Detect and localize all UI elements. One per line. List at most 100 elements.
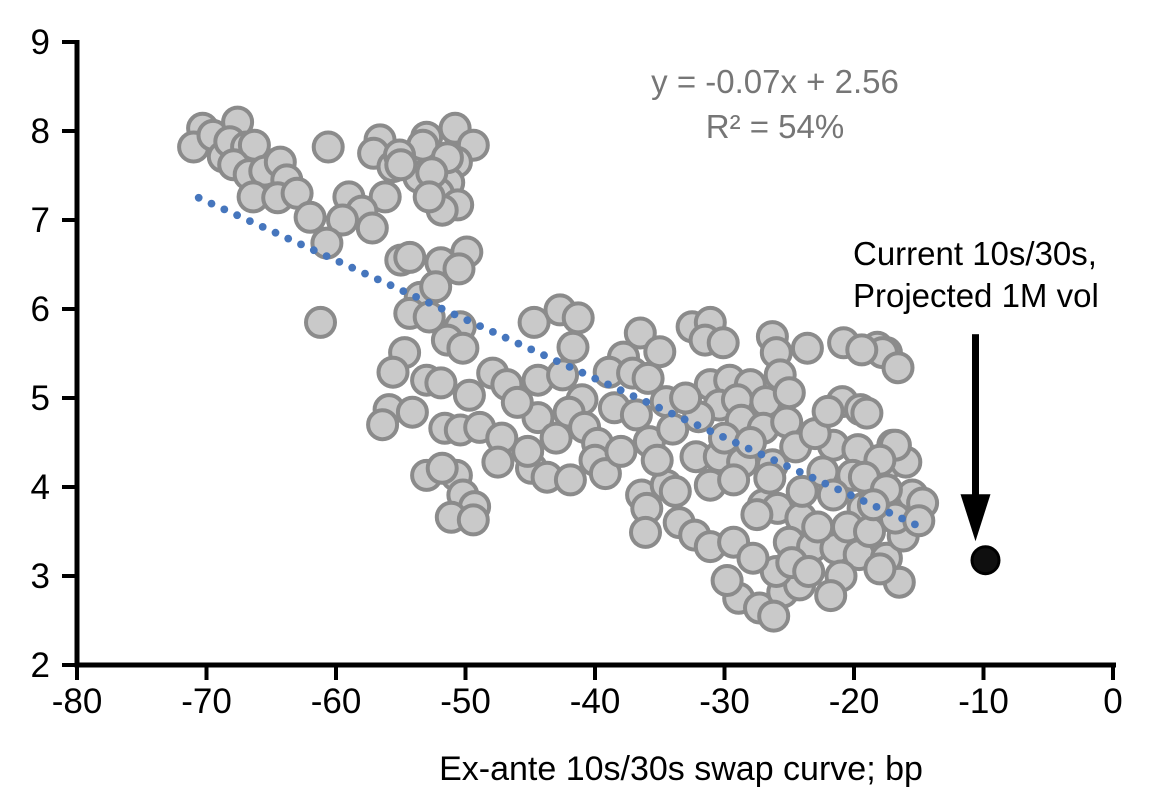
scatter-point [425, 451, 459, 485]
scatter-point [553, 463, 587, 497]
trendline-dot [898, 514, 906, 523]
scatter-point [881, 351, 915, 385]
scatter-point [863, 552, 897, 586]
scatter-point [442, 252, 476, 286]
scatter-point [424, 366, 458, 400]
trendline-dot [693, 421, 702, 430]
trendline-dot [872, 503, 881, 511]
scatter-point [311, 130, 345, 164]
regression-r-squared: R² = 54% [705, 108, 845, 145]
y-axis-tick-label: 8 [31, 112, 50, 151]
trendline-dot [642, 398, 651, 406]
scatter-point [393, 240, 427, 274]
scatter-point [850, 396, 884, 430]
y-axis-tick-label: 3 [31, 557, 50, 596]
trendline-dot [706, 427, 715, 435]
trendline-dot [616, 386, 625, 395]
trendline-dot [744, 444, 753, 453]
scatter-point [539, 421, 573, 455]
scatter-point [845, 333, 879, 367]
scatter-point [669, 381, 703, 415]
trendline-dot [680, 415, 689, 424]
trendline-dot [834, 485, 842, 494]
x-axis-tick-label: -70 [181, 682, 232, 721]
trendline-dot [731, 438, 740, 447]
trendline-dot [463, 316, 472, 325]
scatter-point [293, 200, 327, 234]
scatter-point [792, 555, 826, 588]
callout-line1: Current 10s/30s, [853, 235, 1097, 272]
scatter-point [556, 330, 590, 364]
trendline-dot [309, 246, 318, 255]
trendline-dot [476, 322, 484, 330]
trendline-dot [885, 508, 894, 517]
x-axis-tick-label: -20 [829, 682, 880, 721]
x-axis-tick-label: -10 [958, 682, 1009, 721]
scatter-point [481, 445, 515, 479]
scatter-point [753, 461, 787, 495]
scatter-point [757, 599, 791, 633]
trendline-dot [246, 217, 254, 226]
trendline-dot [489, 328, 497, 336]
y-axis-tick-label: 7 [31, 201, 50, 240]
scatter-point [772, 376, 806, 410]
y-axis-tick-label: 2 [31, 646, 50, 685]
scatter-point [446, 331, 480, 365]
trendline-dot [348, 263, 357, 272]
trendline-dot [450, 310, 459, 319]
trendline-dot [719, 433, 727, 441]
scatter-point [368, 180, 402, 214]
y-axis-tick-label: 4 [31, 468, 50, 507]
scatter-point [517, 305, 551, 339]
scatter-point [710, 564, 744, 597]
scatter-point [658, 474, 692, 508]
trendline-dot [412, 293, 420, 301]
trendline-dot [668, 409, 676, 418]
x-axis-title: Ex-ante 10s/30s swap curve; bp [439, 750, 923, 788]
callout-line2: Projected 1M vol [853, 277, 1099, 314]
trendline-dot [604, 380, 612, 389]
y-axis-tick-label: 6 [31, 290, 50, 329]
scatter-point [814, 579, 848, 613]
regression-equation-line1: y = -0.07x + 2.56 [651, 63, 899, 100]
scatter-point [811, 394, 845, 428]
scatter-point [736, 541, 770, 575]
x-axis-tick-label: 0 [1103, 682, 1122, 721]
trendline-dot [297, 240, 305, 249]
trendline-dot [591, 374, 600, 383]
scatter-point [604, 434, 638, 468]
scatter-point [561, 301, 595, 335]
trendline-dot [284, 234, 293, 243]
trendline-dot [271, 228, 280, 237]
trendline-dot [859, 497, 868, 505]
scatter-point [376, 355, 410, 389]
scatter-point [326, 203, 359, 237]
scatter-point [304, 305, 337, 339]
trendline-dot [527, 345, 536, 354]
x-axis-tick-label: -30 [699, 682, 750, 721]
scatter-point [631, 361, 665, 395]
trendline-dot [783, 462, 791, 470]
scatter-point [785, 474, 819, 508]
scatter-point [619, 398, 653, 432]
scatter-point [366, 408, 400, 442]
scatter-point [511, 434, 545, 468]
current-point-marker [970, 545, 1001, 576]
trendline-dot [514, 339, 523, 348]
scatter-point [629, 515, 662, 549]
scatter-point [419, 270, 453, 304]
trendline-dot [194, 193, 203, 202]
scatter-point [801, 510, 835, 544]
scatter-point [643, 335, 677, 369]
scatter-point [395, 395, 429, 429]
trendline-dot [258, 223, 267, 231]
callout-arrow-head [960, 494, 991, 542]
trendline-dot [425, 298, 433, 307]
scatter-point [902, 504, 936, 538]
scatter-point [384, 148, 418, 182]
trendline-dot [629, 392, 638, 400]
trendline-dot [795, 468, 804, 476]
trendline-dot [220, 205, 229, 214]
trendline-dot [322, 252, 331, 260]
